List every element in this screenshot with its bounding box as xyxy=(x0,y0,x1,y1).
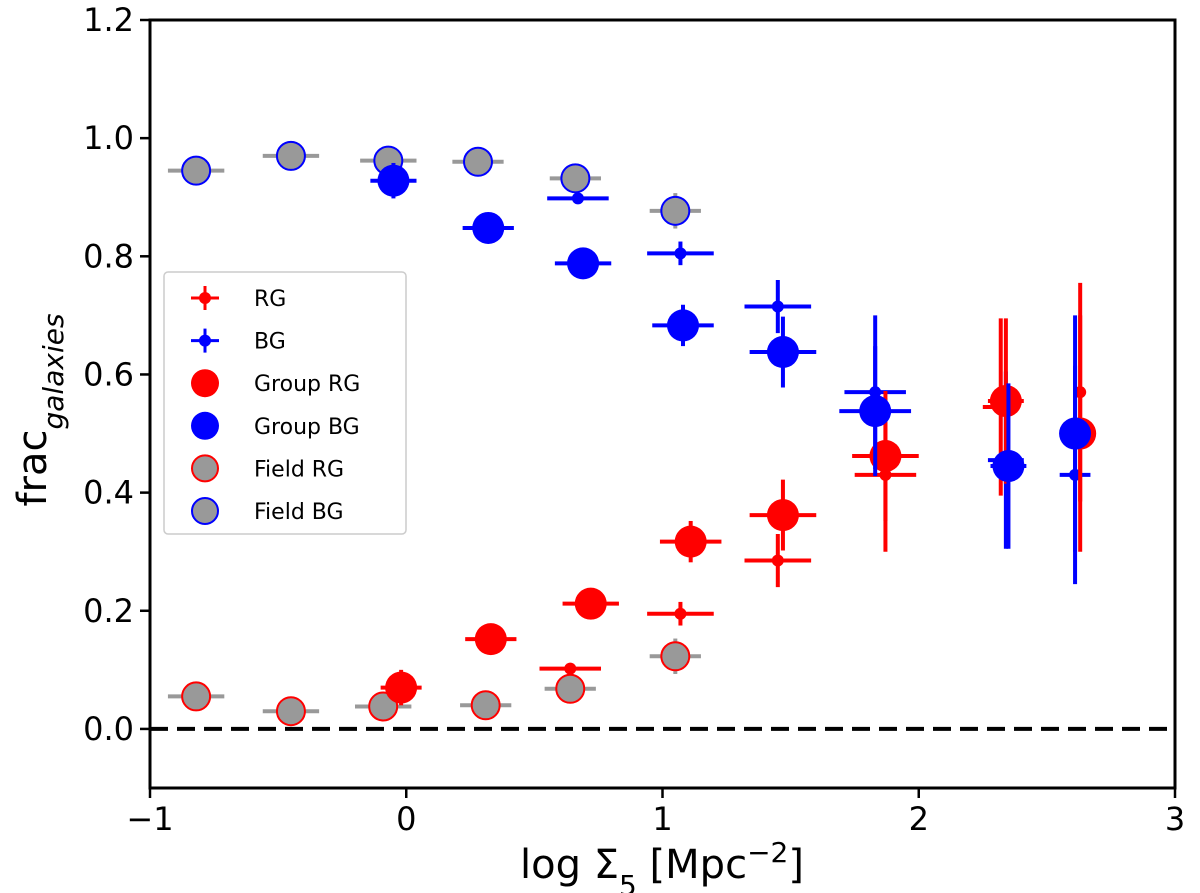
legend-bg-marker xyxy=(199,334,211,347)
field-bg-point-0 xyxy=(181,155,212,186)
plot-layer xyxy=(150,140,1175,731)
bg-point-2 xyxy=(771,300,784,313)
field-bg-point-4 xyxy=(560,163,591,194)
rg-point-2 xyxy=(771,554,784,567)
legend-group-bg-label: Group BG xyxy=(254,415,360,440)
group-rg-point-3 xyxy=(674,525,707,558)
legend-rg-marker xyxy=(199,292,211,304)
y-tick-label-4: 0.8 xyxy=(83,237,134,275)
group-bg-point-0 xyxy=(377,164,410,197)
group-bg-point-6 xyxy=(992,450,1025,483)
group-rg-point-6 xyxy=(989,385,1022,418)
group-bg-point-7 xyxy=(1059,417,1092,450)
legend-bg-label: BG xyxy=(254,330,286,355)
x-tick-label-1: 0 xyxy=(396,800,416,838)
group-bg-point-5 xyxy=(859,395,892,428)
field-bg-point-5 xyxy=(660,195,691,226)
axes-layer: −1 0 1 2 3 0.0 0.2 0.4 0.6 0.8 1.0 1.2 xyxy=(83,1,1185,838)
legend-field-rg-label: Field RG xyxy=(254,457,344,482)
bg-point-1 xyxy=(674,247,687,260)
legend-group-bg-marker xyxy=(191,411,219,440)
legend-field-rg-marker xyxy=(191,454,219,483)
group-bg-point-4 xyxy=(766,336,799,369)
legend-rg-label: RG xyxy=(254,287,286,312)
y-tick-label-2: 0.4 xyxy=(83,474,134,512)
legend-group-rg-label: Group RG xyxy=(254,372,360,397)
group-bg-point-3 xyxy=(667,309,699,342)
rg-point-0 xyxy=(564,662,577,675)
y-tick-label-5: 1.0 xyxy=(83,119,134,157)
legend-field-bg-label: Field BG xyxy=(254,500,344,525)
field-rg-point-3 xyxy=(470,690,501,721)
y-tick-label-0: 0.0 xyxy=(83,710,134,748)
rg-point-1 xyxy=(674,607,687,620)
group-rg-point-5 xyxy=(869,439,902,472)
field-bg-point-1 xyxy=(275,140,306,171)
group-rg-point-2 xyxy=(574,587,607,620)
field-bg-point-3 xyxy=(463,146,493,177)
x-tick-label-2: 1 xyxy=(652,800,672,838)
field-rg-point-5 xyxy=(660,641,691,672)
x-tick-label-4: 3 xyxy=(1165,800,1185,838)
field-rg-point-4 xyxy=(555,673,586,704)
x-axis-label: log Σ5 [Mpc−2] xyxy=(520,836,804,893)
y-axis-label: fracgalaxies xyxy=(10,313,70,506)
group-bg-point-2 xyxy=(567,247,600,280)
legend-group-rg-marker xyxy=(191,369,219,398)
y-tick-label-1: 0.2 xyxy=(83,592,134,630)
y-tick-label-6: 1.2 xyxy=(83,1,134,39)
y-tick-label-3: 0.6 xyxy=(83,355,134,393)
group-bg-point-1 xyxy=(472,211,505,244)
group-rg-point-1 xyxy=(474,623,507,656)
group-rg-point-4 xyxy=(766,499,799,532)
field-rg-point-0 xyxy=(181,681,212,712)
field-rg-point-2 xyxy=(368,691,399,722)
legend-field-bg-marker xyxy=(191,497,219,525)
x-tick-label-0: −1 xyxy=(126,800,173,838)
bg-point-0 xyxy=(571,192,584,205)
legend-box xyxy=(163,271,407,535)
legend: RG BG Group RG Group BG Field RG Field BG xyxy=(163,271,407,535)
group-rg-point-0 xyxy=(385,671,418,704)
x-tick-label-3: 2 xyxy=(909,800,929,838)
field-rg-point-1 xyxy=(275,696,306,727)
